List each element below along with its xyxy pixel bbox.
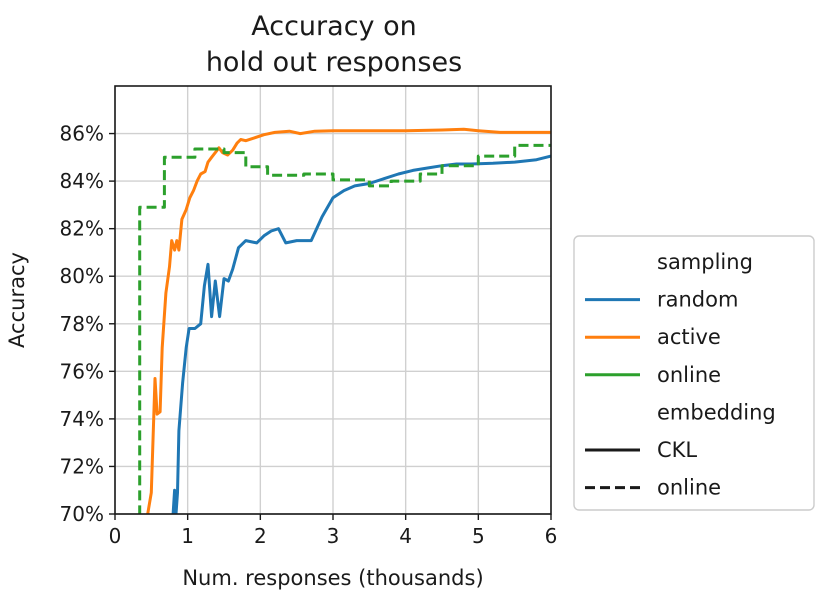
y-tick-label: 76% bbox=[60, 359, 104, 383]
y-tick-label: 70% bbox=[60, 502, 104, 526]
y-tick-label: 72% bbox=[60, 454, 104, 478]
x-tick-label: 5 bbox=[472, 524, 485, 548]
y-axis-ticks: 70% 72% 74% 76% 78% 80% 82% 84% 86% bbox=[60, 122, 115, 526]
legend-header: sampling bbox=[657, 250, 753, 274]
y-tick-label: 82% bbox=[60, 217, 104, 241]
x-axis-label: Num. responses (thousands) bbox=[182, 566, 483, 590]
x-tick-label: 2 bbox=[254, 524, 267, 548]
legend-entry-active: active bbox=[657, 325, 721, 349]
x-tick-label: 3 bbox=[327, 524, 340, 548]
legend-entry-online: online bbox=[657, 363, 721, 387]
legend-entry-CKL: CKL bbox=[657, 438, 697, 462]
y-axis-label: Accuracy bbox=[5, 252, 29, 348]
x-tick-label: 4 bbox=[399, 524, 412, 548]
legend: sampling random active online embedding CKL on… bbox=[573, 235, 815, 511]
y-tick-label: 84% bbox=[60, 169, 104, 193]
legend-header: embedding bbox=[657, 400, 776, 424]
series-line-online bbox=[138, 143, 551, 514]
y-tick-label: 78% bbox=[60, 312, 104, 336]
y-tick-label: 80% bbox=[60, 264, 104, 288]
chart-title-line-1: Accuracy on bbox=[251, 11, 416, 42]
legend-entry-online: online bbox=[657, 476, 721, 500]
grid bbox=[114, 86, 552, 515]
x-tick-label: 0 bbox=[109, 524, 122, 548]
series-line-random bbox=[171, 154, 551, 514]
x-tick-label: 6 bbox=[545, 524, 558, 548]
legend-entry-random: random bbox=[657, 288, 738, 312]
x-axis-ticks: 0 1 2 3 4 5 6 bbox=[109, 514, 558, 548]
legend-frame bbox=[573, 235, 815, 511]
x-tick-label: 1 bbox=[181, 524, 194, 548]
y-tick-label: 74% bbox=[60, 407, 104, 431]
series-layer bbox=[138, 127, 551, 514]
y-tick-label: 86% bbox=[60, 122, 104, 146]
chart-title-line-2: hold out responses bbox=[206, 47, 462, 78]
